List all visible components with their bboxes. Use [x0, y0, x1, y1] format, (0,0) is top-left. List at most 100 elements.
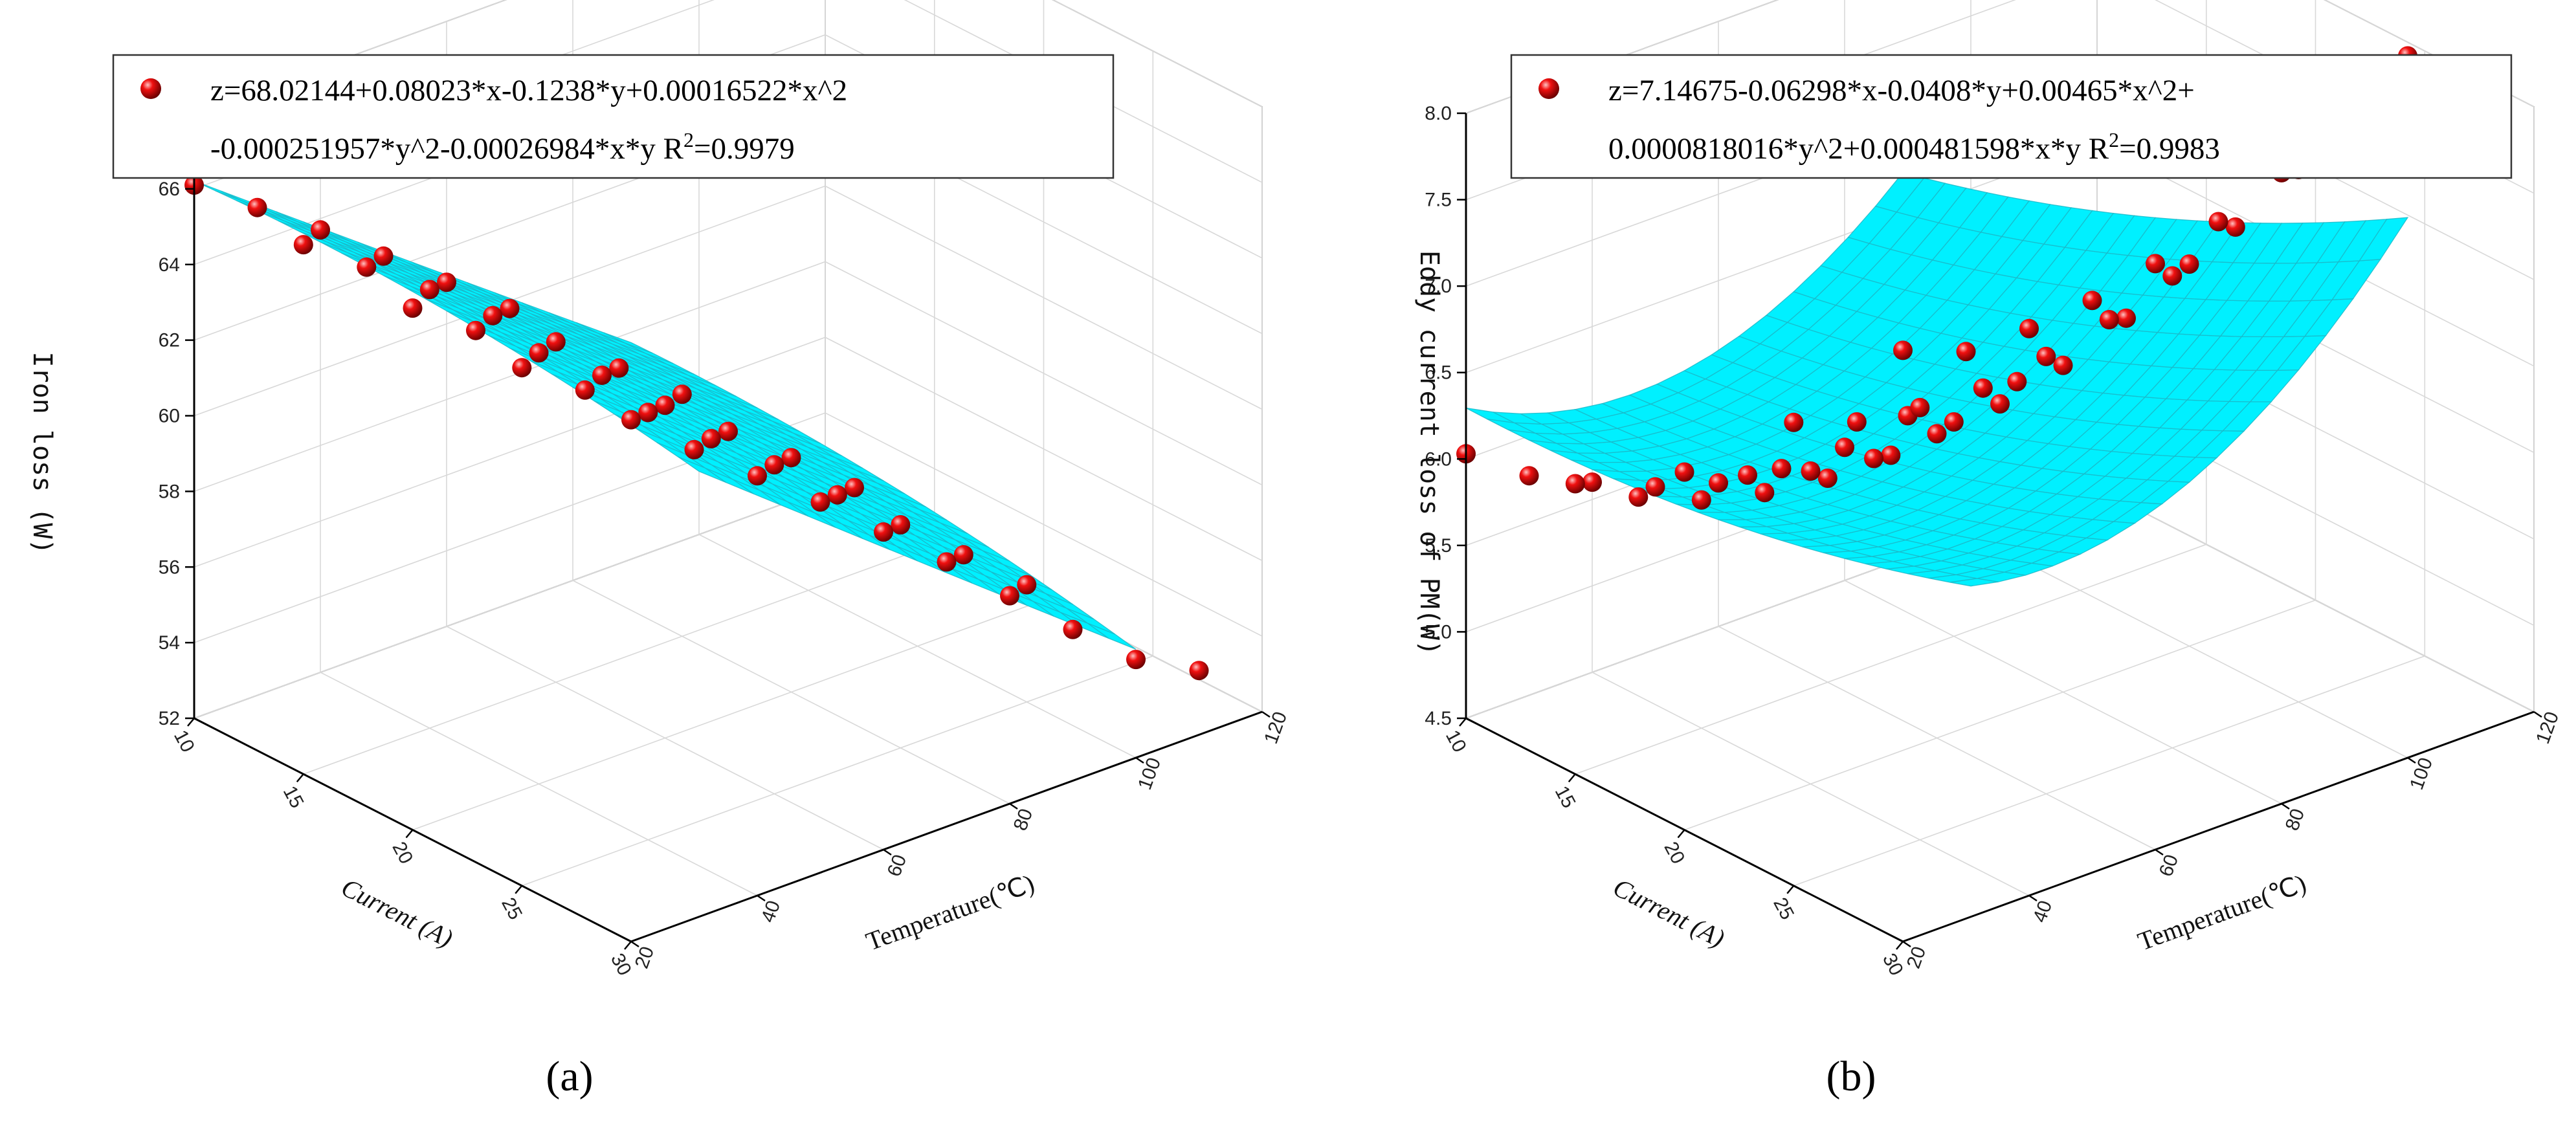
z-tick-label: 7.0 — [1425, 276, 1452, 297]
data-point — [1864, 448, 1883, 468]
data-point — [1582, 472, 1602, 492]
z-tick-label: 5.0 — [1425, 621, 1452, 643]
legend-equation-line1: z=68.02144+0.08023*x-0.1238*y+0.00016522… — [210, 74, 847, 107]
data-point — [1927, 424, 1947, 444]
data-point — [592, 365, 612, 385]
grid-line-z — [194, 185, 1263, 417]
z-tick-label: 58 — [159, 481, 180, 502]
legend: z=68.02144+0.08023*x-0.1238*y+0.00016522… — [112, 54, 1115, 179]
data-point — [764, 455, 784, 475]
y-tick-label: 60 — [883, 852, 911, 879]
data-point — [2053, 355, 2073, 375]
x-axis-title: Current (A) — [337, 872, 457, 953]
grid-line-y — [194, 113, 632, 942]
data-point — [1063, 619, 1083, 639]
y-tick — [1261, 711, 1271, 718]
data-point — [311, 220, 330, 240]
data-point — [1847, 412, 1867, 432]
data-point — [937, 552, 957, 572]
legend-equation-line1: z=7.14675-0.06298*x-0.0408*y+0.00465*x^2… — [1608, 74, 2195, 107]
data-point — [1835, 437, 1854, 457]
data-point — [672, 384, 692, 404]
y-tick — [757, 894, 766, 902]
x-tick-label: 25 — [1769, 894, 1798, 923]
data-point — [701, 428, 721, 448]
y-tick — [2281, 802, 2290, 810]
y-tick — [1135, 756, 1144, 764]
data-point — [546, 332, 566, 352]
data-point — [718, 421, 738, 441]
z-axis-title: Iron loss (W) — [27, 351, 57, 554]
z-tick-label: 64 — [159, 254, 180, 276]
data-point — [609, 358, 629, 378]
x-tick-label: 20 — [388, 839, 417, 868]
chart-b: 1015202530204060801001204.55.05.56.06.57… — [1414, 0, 2563, 1100]
data-point — [2162, 266, 2182, 286]
z-tick-label: 56 — [159, 556, 180, 578]
y-tick — [2533, 711, 2542, 718]
x-tick — [624, 941, 632, 950]
legend-marker — [1538, 78, 1559, 99]
y-axis-title: Temperature(℃) — [2134, 868, 2310, 956]
y-tick — [1009, 802, 1018, 810]
data-point — [1755, 483, 1775, 503]
x-tick-label: 15 — [279, 782, 308, 811]
y-tick — [630, 940, 639, 948]
legend-marker — [140, 78, 161, 99]
x-tick-label: 25 — [497, 894, 526, 923]
x-tick — [1786, 885, 1795, 894]
data-points — [184, 175, 1209, 681]
x-tick-label: 15 — [1551, 782, 1580, 811]
y-tick — [2028, 894, 2037, 902]
legend-r2-superscript: 2 — [2109, 128, 2119, 151]
data-point — [781, 448, 801, 468]
data-point — [2208, 212, 2228, 232]
x-tick-label: 20 — [1660, 839, 1689, 868]
x-axis-title: Current (A) — [1608, 872, 1729, 953]
data-point — [891, 515, 911, 534]
data-point — [575, 380, 595, 400]
x-tick — [1677, 829, 1685, 839]
z-tick-label: 60 — [159, 406, 180, 427]
data-point — [466, 320, 485, 340]
z-tick-label: 62 — [159, 330, 180, 351]
z-tick-label: 66 — [159, 179, 180, 200]
y-tick-label: 100 — [2406, 755, 2437, 793]
data-point — [748, 466, 767, 486]
data-point — [1519, 466, 1539, 486]
legend-equation-line2: 0.0000818016*y^2+0.000481598*x*y R2=0.99… — [1608, 128, 2220, 166]
data-point — [1189, 661, 1209, 681]
data-point — [1910, 397, 1930, 417]
grid-line-z — [194, 336, 1263, 568]
legend: z=7.14675-0.06298*x-0.0408*y+0.00465*x^2… — [1510, 54, 2513, 179]
data-point — [2179, 254, 2199, 274]
x-tick-label: 10 — [170, 727, 199, 756]
data-point — [1893, 340, 1913, 360]
data-point — [1674, 462, 1694, 482]
legend-r2-value: =0.9979 — [694, 132, 795, 166]
legend-r2-value: =0.9983 — [2119, 132, 2220, 166]
y-tick-label: 80 — [1010, 806, 1037, 833]
y-axis-line — [630, 711, 1263, 943]
surface-cell — [603, 332, 652, 354]
legend-r2-superscript: 2 — [683, 128, 694, 151]
x-tick — [296, 773, 304, 783]
y-tick-label: 120 — [2532, 709, 2563, 747]
data-point — [1801, 461, 1821, 481]
data-point — [1691, 490, 1711, 510]
data-point — [1771, 459, 1792, 479]
y-tick-label: 40 — [2029, 898, 2056, 925]
data-point — [2036, 346, 2056, 366]
data-point — [1817, 468, 1838, 488]
z-axis-title: Eddy current loss of PM(W) — [1414, 250, 1444, 656]
grid-line-y — [320, 67, 758, 896]
data-point — [845, 478, 864, 498]
x-tick — [515, 885, 523, 894]
data-point — [2082, 291, 2102, 311]
data-point — [827, 485, 847, 505]
data-point — [529, 343, 549, 363]
data-point — [1973, 378, 1993, 398]
data-point — [357, 257, 377, 277]
data-point — [1126, 650, 1146, 670]
data-point — [621, 410, 641, 430]
